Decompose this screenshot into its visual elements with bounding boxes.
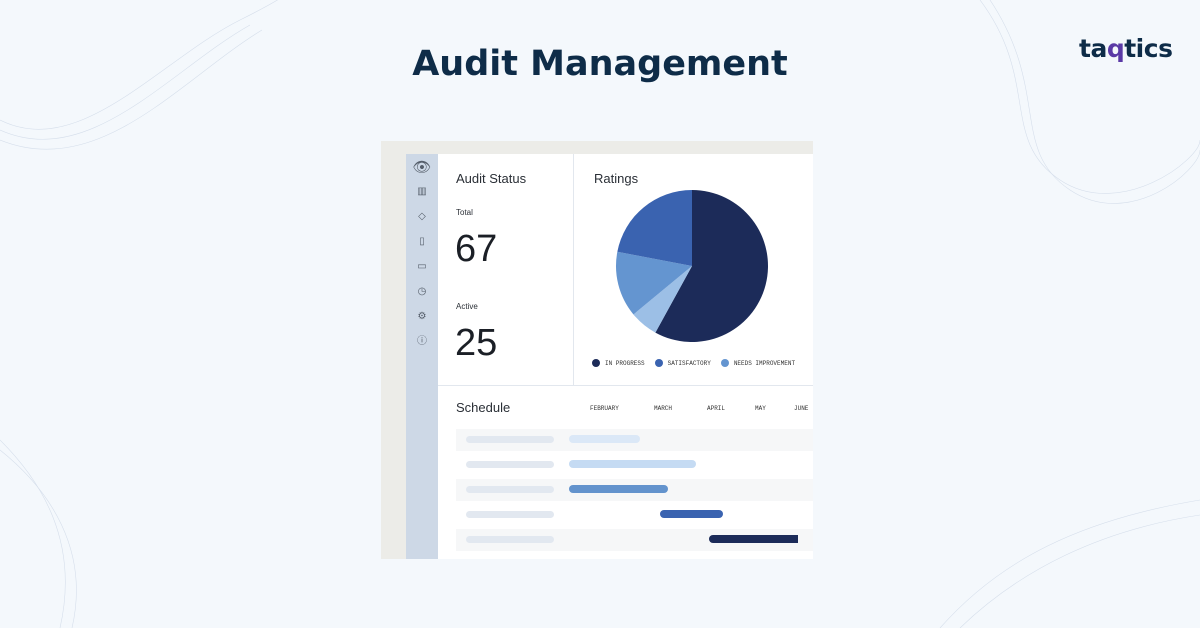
shield-icon[interactable]: ◇ — [418, 211, 426, 222]
schedule-bar[interactable] — [569, 460, 696, 468]
legend-label: NEEDS IMPROVEMENT — [733, 359, 796, 367]
schedule-row[interactable] — [456, 529, 813, 551]
month-label: APRIL — [707, 405, 726, 412]
gear-icon[interactable]: ⚙ — [417, 311, 427, 322]
pie-slice — [617, 190, 692, 266]
pie-legend: IN PROGRESS SATISFACTORY NEEDS IMPROVEME… — [592, 359, 795, 367]
sidebar: 👁 ▥ ◇ ▯ ▭ ◷ ⚙ ⓘ — [406, 154, 438, 559]
legend-label: SATISFACTORY — [667, 359, 711, 367]
schedule-bar[interactable] — [660, 510, 723, 518]
legend-dot — [592, 359, 600, 367]
pie-slice — [655, 190, 768, 342]
legend-dot — [654, 359, 663, 367]
pie-slice — [633, 266, 692, 333]
total-label: Total — [456, 208, 473, 217]
logo-text-end: tics — [1124, 34, 1173, 63]
task-name-placeholder — [466, 536, 554, 543]
legend-item: SATISFACTORY — [654, 359, 711, 367]
active-value: 25 — [455, 322, 498, 364]
month-label: JUNE — [794, 405, 809, 412]
month-label: MAY — [755, 405, 766, 412]
total-value: 67 — [455, 228, 498, 270]
task-name-placeholder — [466, 486, 554, 493]
legend-dot — [720, 359, 729, 367]
schedule-bar[interactable] — [709, 535, 798, 543]
audit-status-card: Audit Status Total 67 Active 25 — [438, 154, 574, 386]
ratings-card: Ratings IN PROGRESS SATISFACTORY NEEDS I… — [574, 154, 813, 386]
schedule-bar[interactable] — [569, 435, 640, 443]
logo-eye-icon[interactable]: 👁 — [412, 159, 432, 176]
task-name-placeholder — [466, 511, 554, 518]
schedule-title: Schedule — [456, 400, 511, 415]
legend-label: IN PROGRESS — [605, 359, 645, 367]
schedule-bar[interactable] — [569, 485, 668, 493]
legend-item: NEEDS IMPROVEMENT — [720, 359, 796, 367]
bar-chart-icon[interactable]: ▥ — [417, 186, 427, 197]
dashboard-screenshot: 👁 ▥ ◇ ▯ ▭ ◷ ⚙ ⓘ Audit Status Total 67 Ac… — [381, 141, 813, 559]
logo-text-q: q — [1106, 34, 1125, 63]
document-icon[interactable]: ▯ — [419, 236, 425, 247]
schedule-row[interactable] — [456, 504, 813, 526]
page-title: Audit Management — [412, 44, 788, 84]
logo-text: ta — [1079, 34, 1107, 63]
active-label: Active — [456, 302, 478, 311]
legend-item: IN PROGRESS — [592, 359, 645, 367]
task-name-placeholder — [466, 436, 554, 443]
ratings-title: Ratings — [594, 171, 639, 186]
folder-icon[interactable]: ▭ — [417, 261, 427, 272]
schedule-row[interactable] — [456, 479, 813, 501]
month-label: FEBRUARY — [590, 405, 619, 412]
month-label: MARCH — [654, 405, 673, 412]
help-icon[interactable]: ⓘ — [417, 336, 427, 347]
main-panel: Audit Status Total 67 Active 25 Ratings … — [438, 154, 813, 559]
brand-logo: taqtics — [1079, 34, 1173, 63]
audit-status-title: Audit Status — [456, 171, 527, 186]
schedule-row[interactable] — [456, 454, 813, 476]
schedule-row[interactable] — [456, 429, 813, 451]
task-name-placeholder — [466, 461, 554, 468]
ratings-pie-chart — [616, 190, 768, 342]
clock-icon[interactable]: ◷ — [417, 286, 427, 297]
pie-slice — [616, 251, 692, 315]
